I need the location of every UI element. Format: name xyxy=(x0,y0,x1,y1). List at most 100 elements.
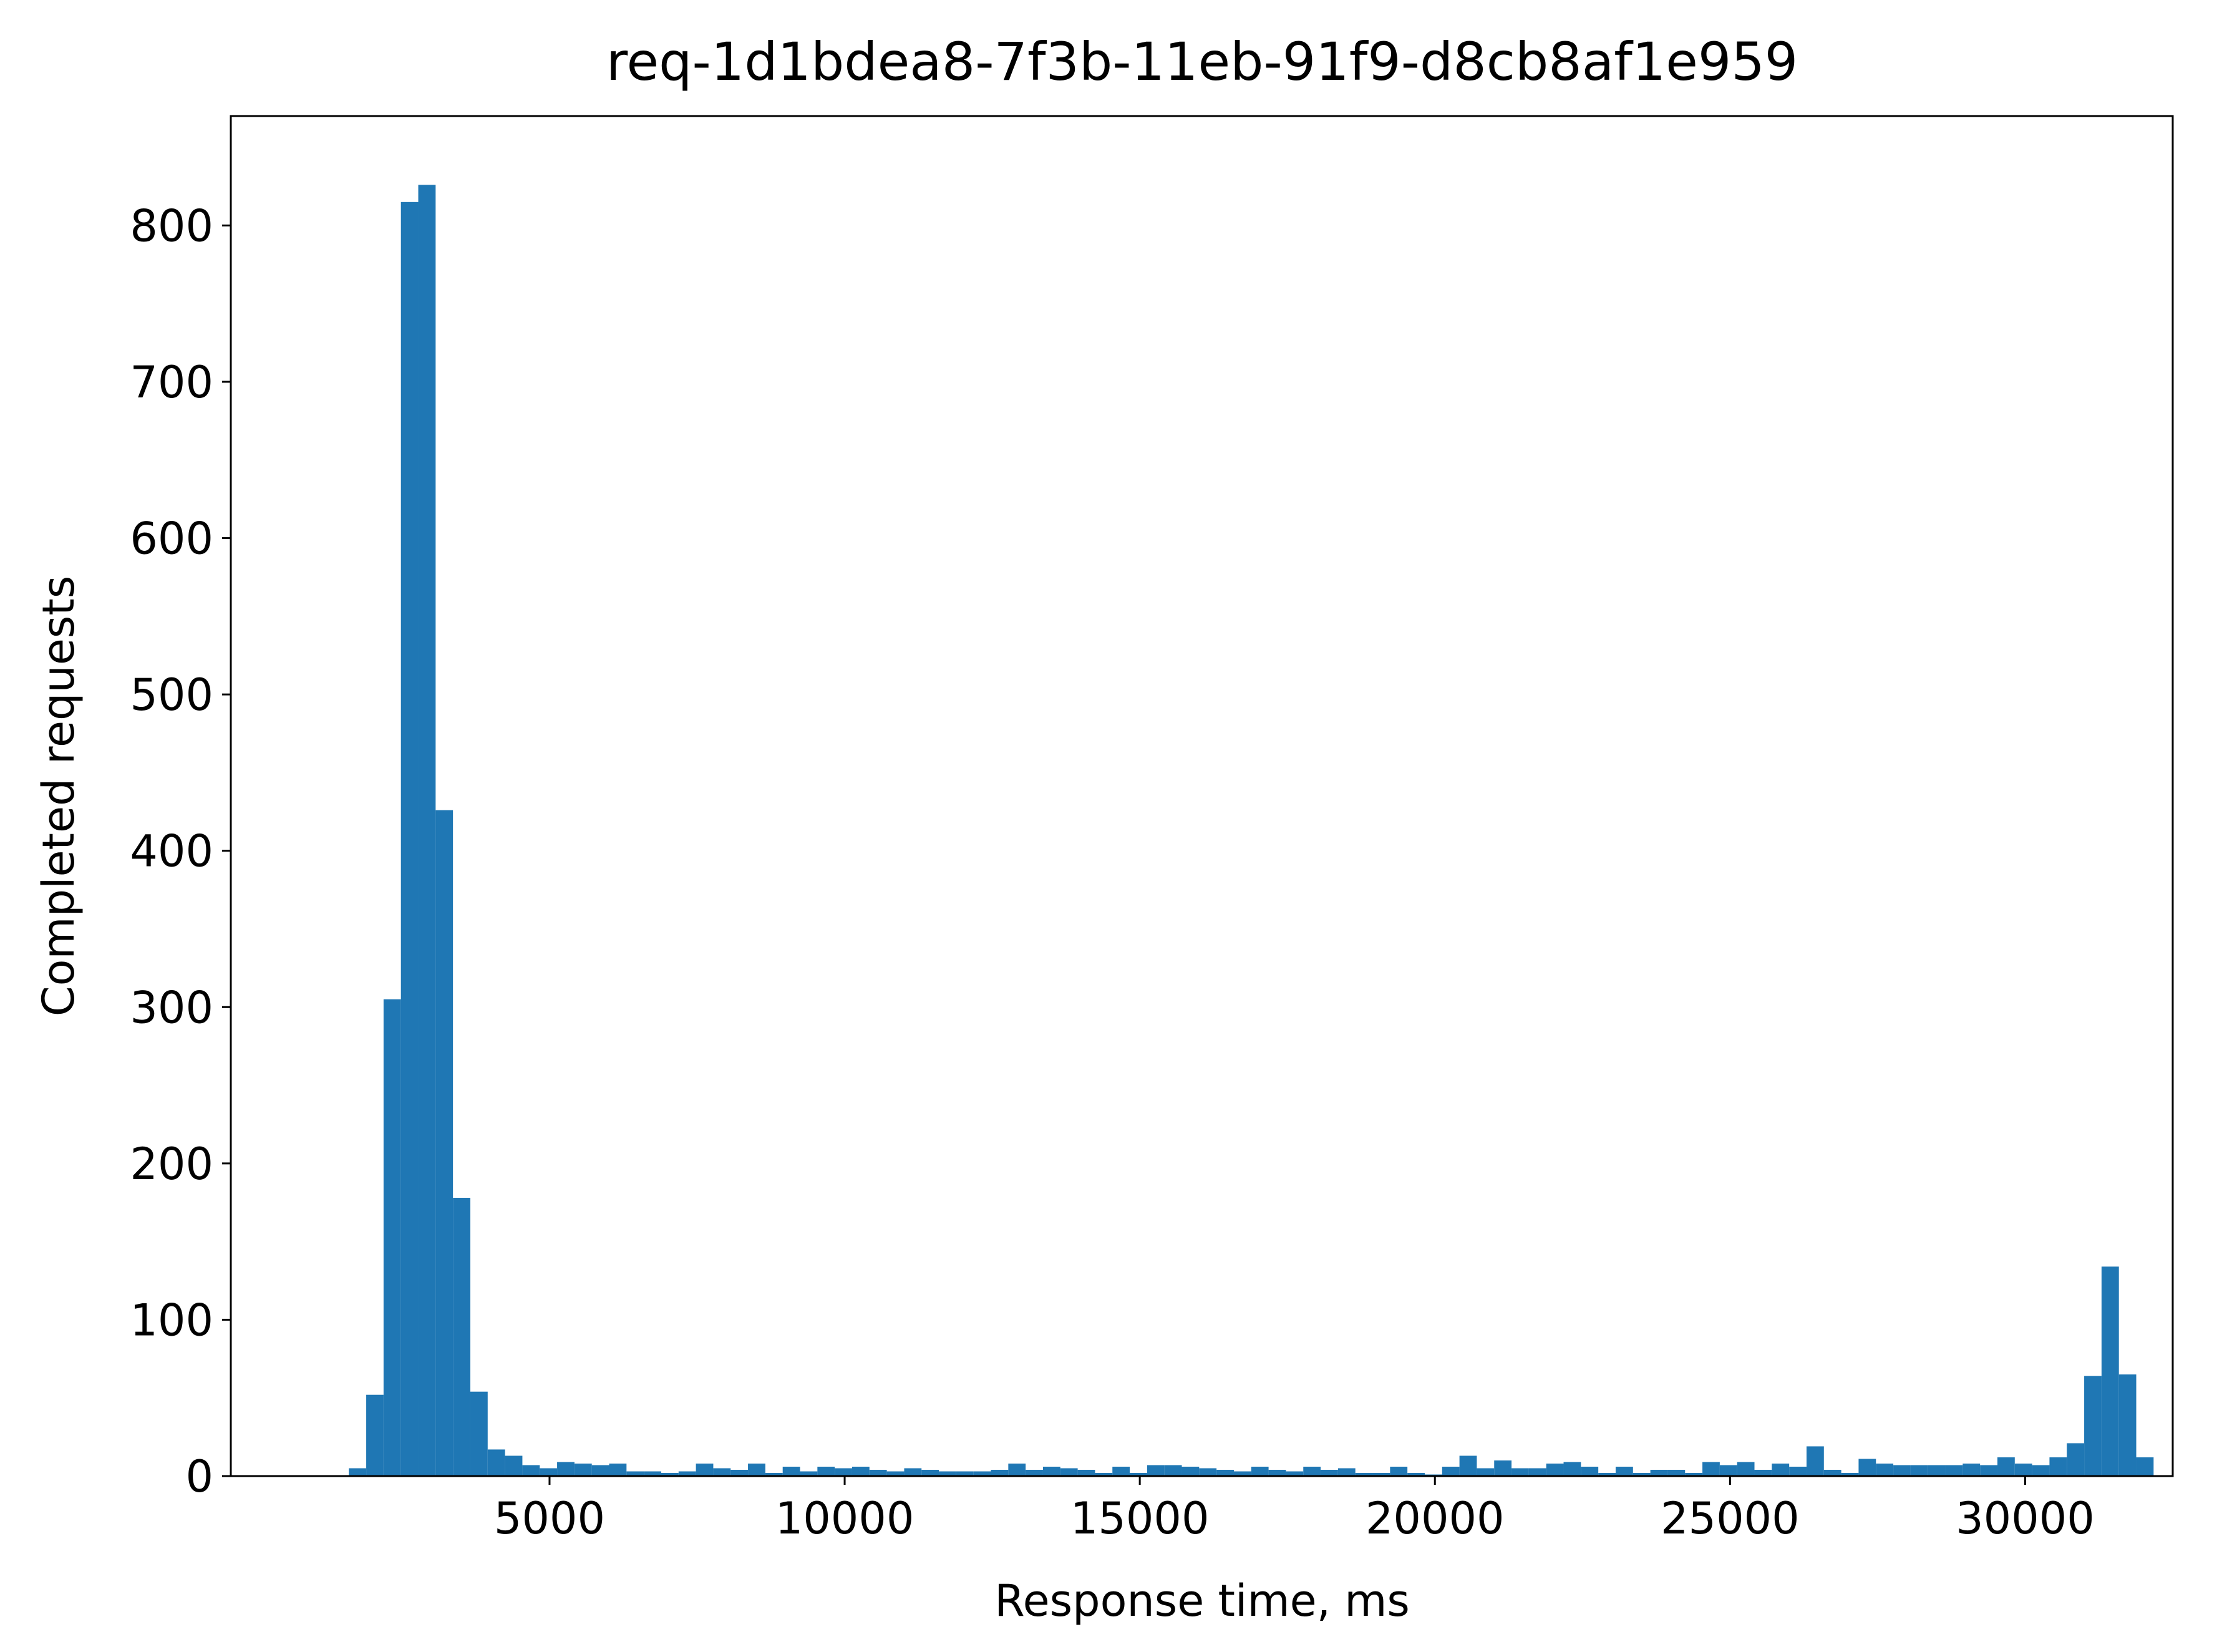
histogram-bar xyxy=(1042,1466,1060,1476)
x-tick-label: 10000 xyxy=(775,1493,915,1544)
y-tick-label: 100 xyxy=(130,1295,213,1346)
histogram-bar xyxy=(366,1394,384,1476)
y-tick-label: 700 xyxy=(130,357,213,408)
bars-group xyxy=(349,185,2154,1476)
x-tick-label: 5000 xyxy=(494,1493,605,1544)
histogram-bar xyxy=(835,1468,852,1476)
histogram-bar xyxy=(1615,1466,1633,1476)
histogram-bar xyxy=(1199,1468,1217,1476)
histogram-bar xyxy=(817,1466,835,1476)
histogram-bar xyxy=(487,1449,505,1476)
histogram-bar xyxy=(1823,1469,1841,1476)
histogram-bar xyxy=(1147,1465,1165,1476)
histogram-bar xyxy=(1511,1468,1529,1476)
histogram-bar xyxy=(1303,1466,1321,1476)
histogram-bar xyxy=(557,1462,575,1476)
y-tick-label: 0 xyxy=(185,1451,213,1502)
histogram-bar xyxy=(2136,1457,2154,1476)
histogram-bar xyxy=(991,1469,1009,1476)
histogram-bar xyxy=(1095,1472,1113,1476)
histogram-bar xyxy=(1667,1469,1686,1476)
histogram-bar xyxy=(2118,1374,2137,1476)
histogram-bar xyxy=(1806,1446,1824,1476)
histogram-bar xyxy=(1251,1466,1269,1476)
histogram-bar xyxy=(1233,1471,1251,1476)
plot-frame xyxy=(230,115,2174,1477)
histogram-bar xyxy=(505,1455,523,1476)
histogram-bar xyxy=(1442,1466,1460,1476)
histogram-bar xyxy=(435,810,454,1476)
histogram-bar xyxy=(1077,1469,1095,1476)
histogram-bar xyxy=(1719,1465,1737,1476)
histogram-bar xyxy=(1910,1465,1928,1476)
histogram-bar xyxy=(1546,1463,1564,1476)
y-tick-label: 300 xyxy=(130,982,213,1033)
histogram-bar xyxy=(383,999,401,1476)
histogram-bar xyxy=(904,1468,922,1476)
histogram-bar xyxy=(1494,1460,1512,1476)
histogram-bar xyxy=(1164,1465,1182,1476)
chart-title: req-1d1bdea8-7f3b-11eb-91f9-d8cb8af1e959 xyxy=(606,31,1798,92)
histogram-bar xyxy=(1321,1469,1338,1476)
histogram-bar xyxy=(851,1466,870,1476)
histogram-bar xyxy=(661,1472,679,1476)
histogram-bar xyxy=(1216,1469,1234,1476)
histogram-bar xyxy=(522,1465,540,1476)
histogram-bar xyxy=(1928,1465,1946,1476)
histogram-bar xyxy=(713,1468,731,1476)
histogram-bar xyxy=(765,1472,783,1476)
histogram-bar xyxy=(1858,1459,1876,1476)
histogram-bar xyxy=(1754,1469,1772,1476)
histogram-bar xyxy=(782,1466,800,1476)
histogram-bar xyxy=(349,1468,367,1476)
x-axis-ticks: 5000 10000 15000 20000 25000 30000 xyxy=(494,1476,2095,1544)
histogram-bar xyxy=(1650,1469,1668,1476)
y-tick-label: 800 xyxy=(130,200,213,251)
x-tick-label: 20000 xyxy=(1366,1493,1505,1544)
histogram-bar xyxy=(1407,1472,1425,1476)
histogram-bar xyxy=(730,1469,749,1476)
histogram-bar xyxy=(1268,1469,1286,1476)
histogram-bar xyxy=(574,1463,592,1476)
histogram-bar xyxy=(2014,1463,2032,1476)
histogram-bar xyxy=(956,1471,974,1476)
histogram-bar xyxy=(540,1468,558,1476)
histogram-bar xyxy=(2067,1443,2085,1476)
histogram-bar xyxy=(1737,1462,1755,1476)
y-tick-label: 400 xyxy=(130,826,213,877)
histogram-bar xyxy=(1355,1472,1373,1476)
histogram-bar xyxy=(418,185,436,1476)
histogram-bar xyxy=(626,1471,644,1476)
histogram-bar xyxy=(886,1471,905,1476)
y-tick-label: 600 xyxy=(130,513,213,565)
histogram-bar xyxy=(1130,1472,1147,1476)
histogram-bar xyxy=(1893,1465,1911,1476)
histogram-bar xyxy=(1181,1466,1200,1476)
histogram-bar xyxy=(2032,1465,2050,1476)
histogram-bar xyxy=(1528,1468,1546,1476)
histogram-bar xyxy=(973,1471,991,1476)
histogram-bar xyxy=(470,1391,488,1476)
histogram-bar xyxy=(1633,1472,1651,1476)
histogram-bar xyxy=(1390,1466,1408,1476)
histogram-bar xyxy=(591,1465,609,1476)
histogram-bar xyxy=(1337,1468,1356,1476)
histogram-bar xyxy=(1026,1469,1043,1476)
x-tick-label: 30000 xyxy=(1956,1493,2095,1544)
histogram-bar xyxy=(453,1197,470,1476)
histogram-bar xyxy=(1841,1472,1859,1476)
histogram-bar xyxy=(1997,1457,2015,1476)
histogram-bar xyxy=(2084,1376,2102,1476)
histogram-bar xyxy=(1772,1463,1790,1476)
histogram-bar xyxy=(1962,1463,1981,1476)
histogram-bar xyxy=(1372,1472,1390,1476)
histogram-bar xyxy=(1789,1466,1807,1476)
histogram-bar xyxy=(1876,1463,1894,1476)
histogram-bar xyxy=(696,1463,714,1476)
histogram-bar xyxy=(1581,1466,1599,1476)
histogram-bar xyxy=(1563,1462,1581,1476)
histogram-bar xyxy=(1459,1455,1477,1476)
y-tick-label: 200 xyxy=(130,1139,213,1190)
y-axis-ticks: 0 100 200 300 400 500 600 700 800 xyxy=(130,200,231,1502)
